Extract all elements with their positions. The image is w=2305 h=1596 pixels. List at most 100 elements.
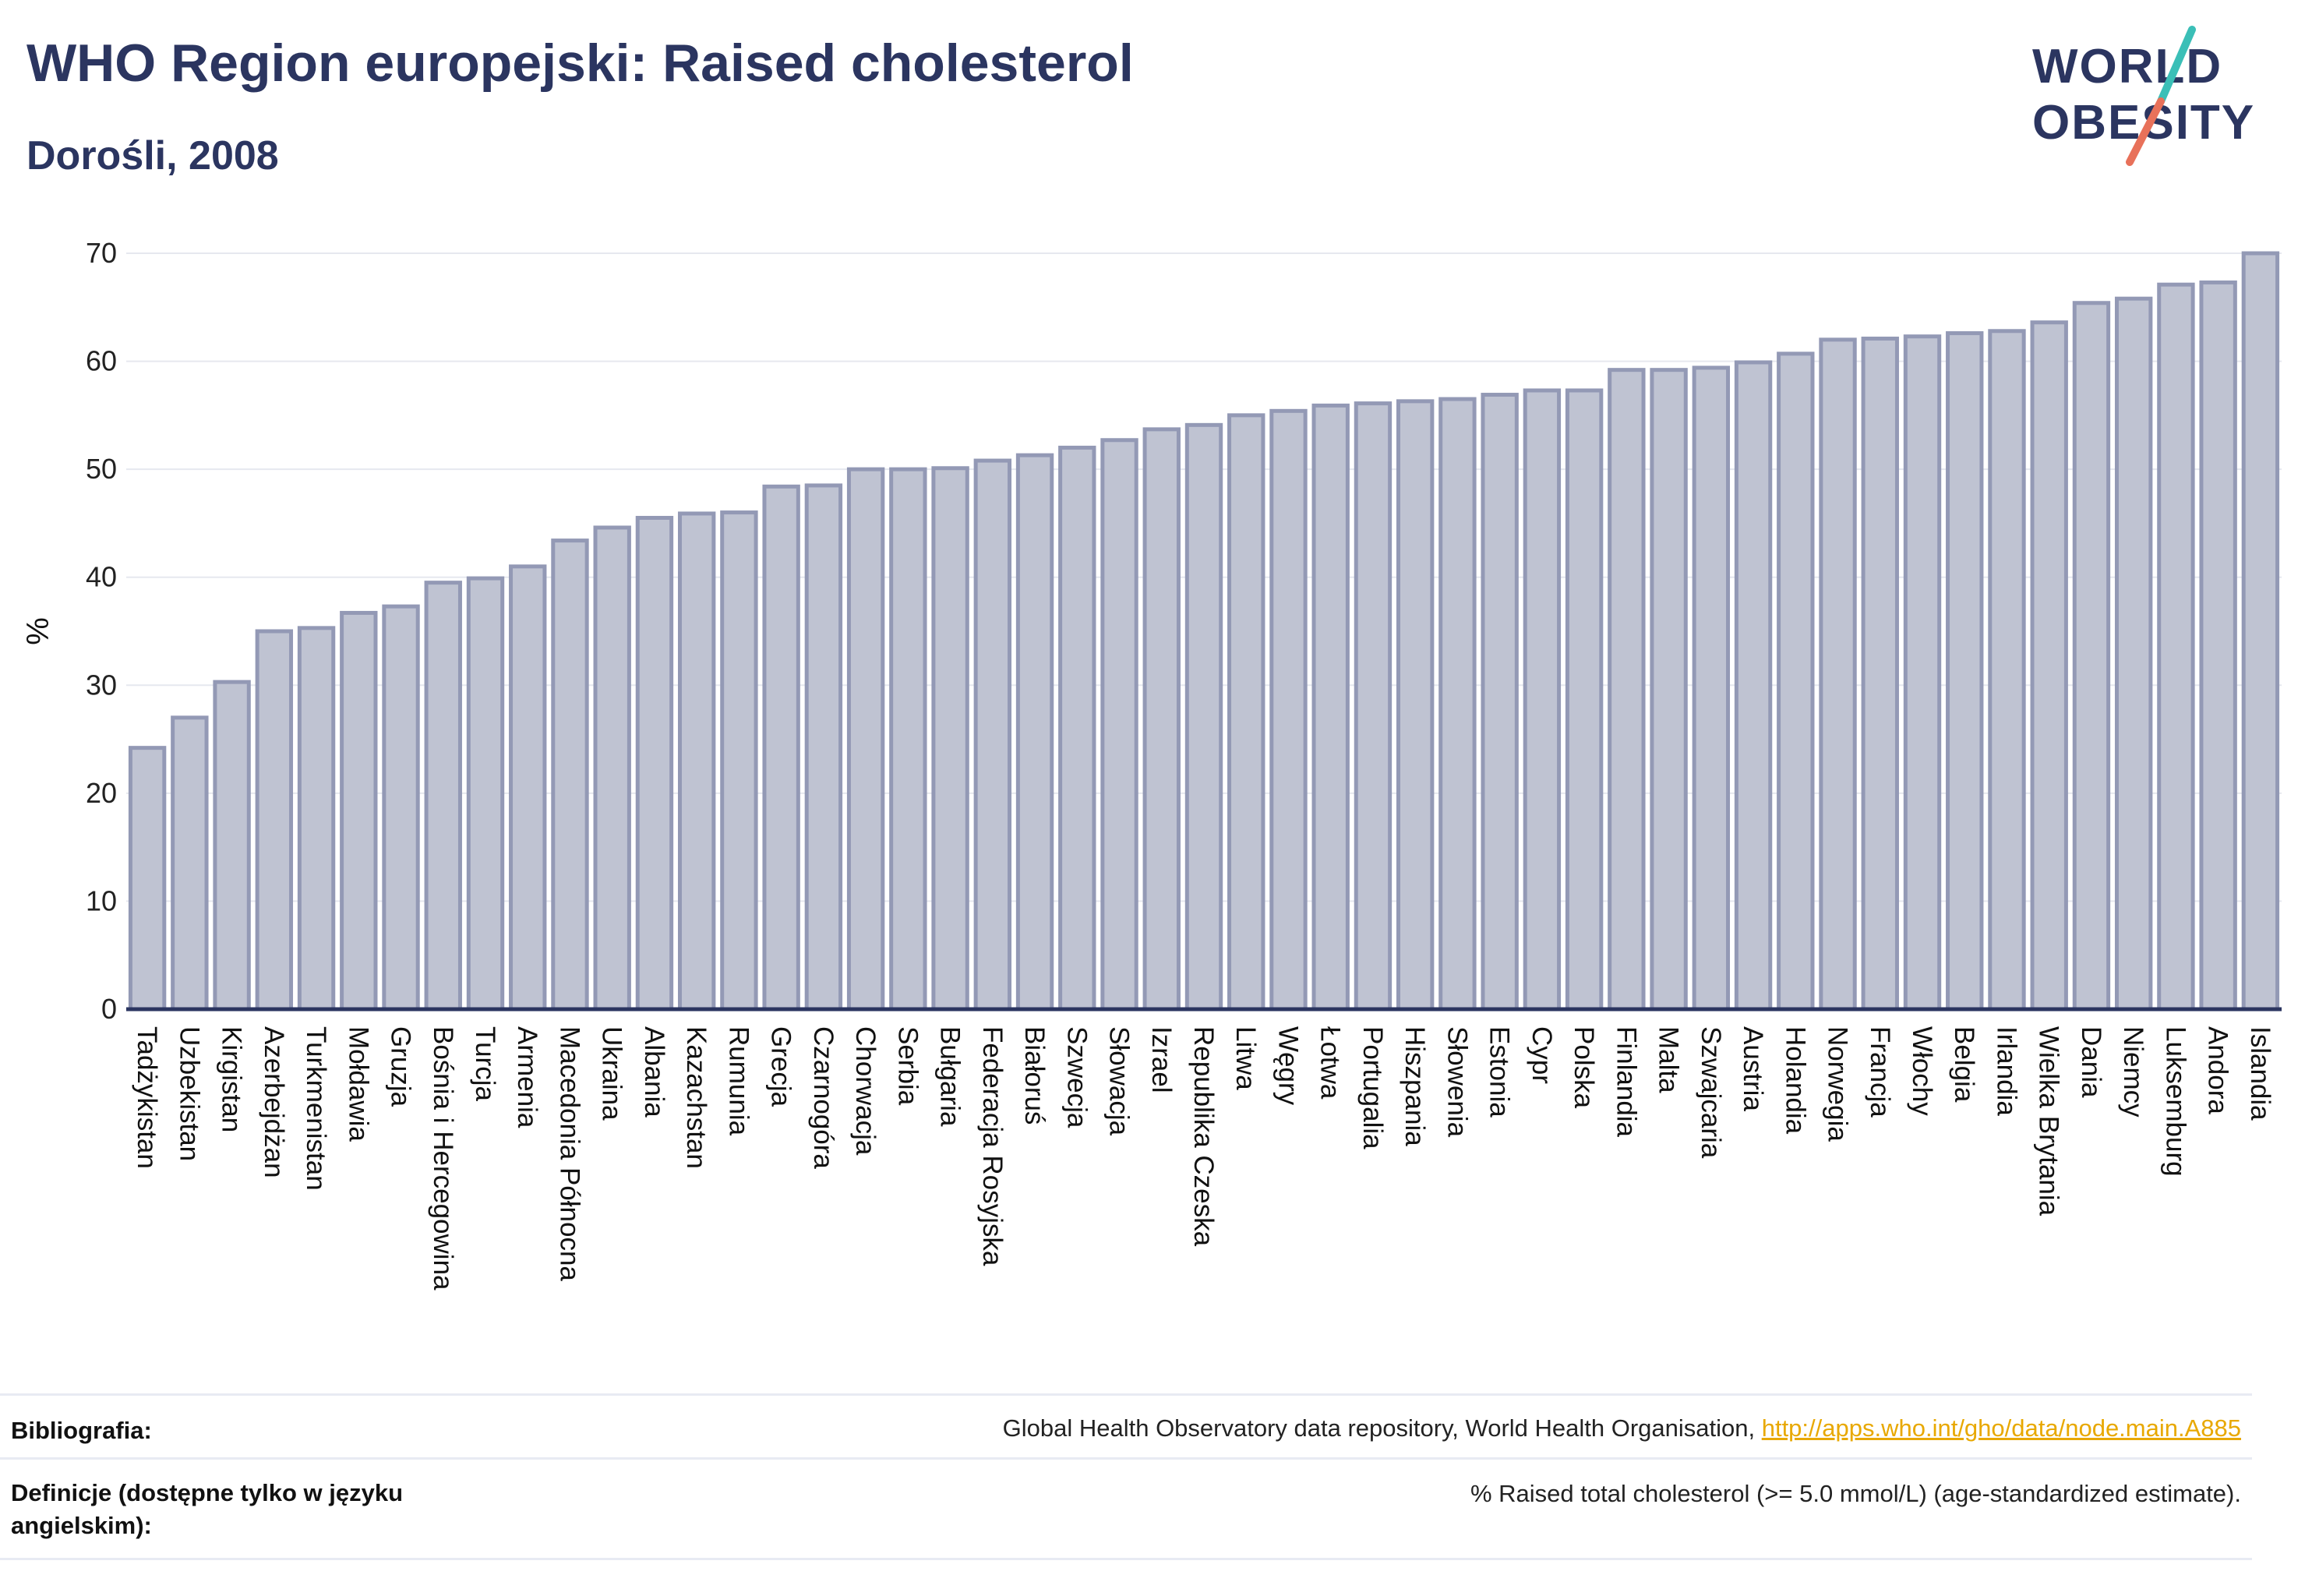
x-category-label: Turcja [470, 1026, 500, 1101]
bar[interactable] [1650, 368, 1688, 1012]
y-tick-label: 20 [86, 777, 117, 809]
x-category-label: Niemcy [2118, 1026, 2148, 1118]
x-category-label: Łotwa [1315, 1026, 1346, 1100]
x-category-label: Czarnogóra [808, 1026, 838, 1169]
bar[interactable] [1142, 427, 1181, 1012]
bar[interactable] [171, 715, 209, 1012]
x-category-label: Hiszpania [1400, 1026, 1430, 1146]
bar[interactable] [1903, 334, 1942, 1012]
bar[interactable] [2199, 280, 2237, 1012]
bar[interactable] [1227, 413, 1265, 1012]
bar[interactable] [128, 746, 167, 1012]
bar[interactable] [1481, 393, 1519, 1012]
y-tick-label: 50 [86, 453, 117, 485]
x-category-label: Gruzja [386, 1026, 416, 1107]
x-category-label: Włochy [1907, 1026, 1937, 1116]
bar[interactable] [1396, 399, 1435, 1012]
x-category-label: Norwegia [1823, 1026, 1853, 1142]
bar[interactable] [635, 516, 674, 1012]
bar[interactable] [931, 466, 969, 1012]
x-category-label: Luksemburg [2160, 1026, 2190, 1177]
x-category-label: Szwajcaria [1696, 1026, 1726, 1159]
bar[interactable] [2030, 320, 2068, 1012]
y-tick-label: 10 [86, 885, 117, 916]
x-category-label: Serbia [892, 1026, 923, 1106]
x-axis-labels: Tadżykistan Uzbekistan Kirgistan Azerbejdża… [132, 1026, 2275, 1291]
bar-chart: 0 10 20 30 40 50 60 70 Tadżykistan Uzbekistan Kir… [21, 237, 2282, 1291]
bar[interactable] [1819, 337, 1857, 1012]
bar[interactable] [804, 483, 843, 1012]
x-category-label: Finlandia [1611, 1026, 1641, 1138]
x-category-label: Polska [1569, 1026, 1599, 1109]
bar[interactable] [1861, 336, 1899, 1012]
x-category-label: Izrael [1146, 1026, 1177, 1093]
bar[interactable] [2072, 301, 2111, 1012]
bar[interactable] [1269, 408, 1308, 1012]
x-category-label: Islandia [2245, 1026, 2275, 1121]
bar[interactable] [720, 510, 758, 1012]
y-tick-label: 40 [86, 561, 117, 593]
world-obesity-logo[interactable]: WORLD OBESITY [2032, 23, 2282, 171]
x-category-label: Rumunia [723, 1026, 754, 1136]
x-category-label: Szwecja [1061, 1026, 1092, 1128]
bar[interactable] [340, 610, 378, 1012]
x-category-label: Uzbekistan [174, 1026, 204, 1161]
bar[interactable] [593, 525, 631, 1012]
bibliography-value: Global Health Observatory data repositor… [1003, 1414, 2241, 1442]
y-tick-label: 0 [101, 993, 117, 1025]
x-category-label: Federacja Rosyjska [977, 1026, 1008, 1266]
bar[interactable] [213, 680, 251, 1012]
bar[interactable] [551, 538, 589, 1012]
bar[interactable] [1015, 453, 1054, 1012]
bar[interactable] [1354, 401, 1393, 1012]
bibliography-link[interactable]: http://apps.who.int/gho/data/node.main.A… [1761, 1414, 2241, 1442]
bar[interactable] [1777, 351, 1815, 1012]
bibliography-label: Bibliografia: [11, 1417, 152, 1444]
bar[interactable] [2241, 251, 2280, 1012]
bar[interactable] [255, 629, 294, 1012]
bar[interactable] [1734, 360, 1773, 1012]
bar[interactable] [1100, 438, 1138, 1012]
bar[interactable] [677, 511, 716, 1012]
x-category-label: Irlandia [1991, 1026, 2021, 1116]
x-category-label: Wielka Brytania [2034, 1026, 2064, 1216]
bar[interactable] [1988, 329, 2026, 1012]
bar[interactable] [1523, 388, 1562, 1012]
bar[interactable] [509, 564, 547, 1012]
x-category-label: Turkmenistan [301, 1026, 331, 1191]
bar[interactable] [382, 604, 420, 1012]
x-category-label: Armenia [512, 1026, 542, 1128]
bar[interactable] [889, 467, 927, 1012]
bar[interactable] [424, 581, 462, 1012]
bar[interactable] [1438, 397, 1477, 1012]
x-category-label: Bułgaria [935, 1026, 965, 1127]
bar[interactable] [466, 576, 505, 1012]
x-category-label: Andora [2203, 1026, 2233, 1114]
bar[interactable] [2114, 296, 2153, 1012]
bar[interactable] [1184, 422, 1223, 1012]
bar[interactable] [1946, 331, 1984, 1012]
y-tick-label: 30 [86, 669, 117, 701]
bar[interactable] [1311, 403, 1350, 1012]
bar[interactable] [1692, 365, 1731, 1012]
definitions-label: Definicje (dostępne tylko w języku angie… [11, 1479, 404, 1539]
bar[interactable] [1608, 368, 1646, 1012]
x-category-label: Tadżykistan [132, 1026, 162, 1169]
bar[interactable] [2157, 282, 2195, 1012]
x-category-label: Ukraina [597, 1026, 627, 1121]
x-category-label: Słowacja [1104, 1026, 1135, 1136]
x-category-label: Portugalia [1357, 1026, 1388, 1149]
x-category-label: Węgry [1273, 1026, 1303, 1106]
x-category-label: Białoruś [1019, 1026, 1050, 1125]
bar[interactable] [973, 458, 1012, 1012]
bar[interactable] [762, 484, 800, 1012]
bar[interactable] [1565, 388, 1604, 1012]
bar[interactable] [297, 626, 336, 1012]
x-category-label: Chorwacja [850, 1026, 881, 1156]
x-category-label: Kazachstan [681, 1026, 711, 1169]
bar[interactable] [846, 467, 885, 1012]
x-category-label: Republika Czeska [1188, 1026, 1219, 1247]
x-category-label: Holandia [1780, 1026, 1810, 1135]
x-category-label: Mołdawia [343, 1026, 373, 1142]
bar[interactable] [1058, 445, 1096, 1012]
